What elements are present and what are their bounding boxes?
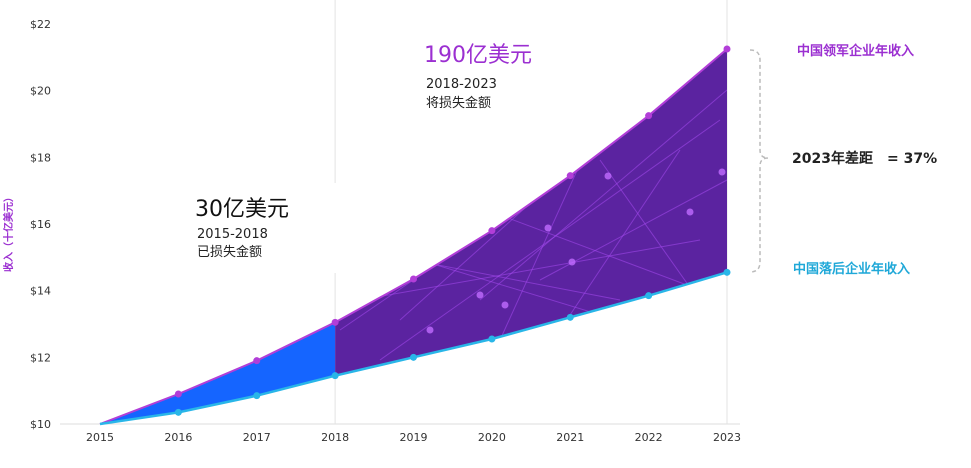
leader-point xyxy=(566,172,574,180)
x-tick-label: 2015 xyxy=(86,431,114,444)
texture-line xyxy=(559,149,681,331)
late-amount: 190亿美元 xyxy=(424,43,532,68)
gap-value: = 37% xyxy=(887,151,937,167)
texture-node xyxy=(544,224,552,232)
early-amount: 30亿美元 xyxy=(195,197,289,222)
y-tick-label: $10 xyxy=(30,418,51,431)
texture-node xyxy=(604,172,612,180)
late-period: 2018-2023 xyxy=(426,77,497,92)
texture-node xyxy=(426,326,434,334)
texture-line xyxy=(479,89,727,301)
leader-point xyxy=(488,227,496,235)
x-tick-label: 2018 xyxy=(321,431,349,444)
laggard-point xyxy=(331,372,339,380)
laggard-point xyxy=(410,353,417,361)
early-callout: 30亿美元 2015-2018 已损失金额 xyxy=(175,183,380,273)
laggard-point xyxy=(645,292,653,300)
laggard-point xyxy=(723,268,731,276)
late-callout: 190亿美元 2018-2023 将损失金额 xyxy=(404,30,610,132)
texture-node xyxy=(501,301,509,309)
leader-point xyxy=(723,45,731,53)
texture-node xyxy=(686,208,694,216)
y-tick-label: $16 xyxy=(30,218,51,231)
gap-bracket xyxy=(749,49,769,273)
leader-series-label: 中国领军企业年收入 xyxy=(797,43,914,59)
early-period: 2015-2018 xyxy=(197,227,268,242)
laggard-point xyxy=(253,392,261,400)
texture-node xyxy=(718,168,726,176)
early-gap-area xyxy=(100,322,336,424)
texture-line xyxy=(359,239,701,301)
early-callout-box xyxy=(175,183,380,273)
texture-node xyxy=(476,291,484,299)
x-tick-label: 2021 xyxy=(556,431,584,444)
texture-node xyxy=(568,258,576,266)
y-tick-label: $12 xyxy=(30,351,51,364)
leader-point xyxy=(253,357,261,365)
leader-point xyxy=(645,112,653,120)
leader-point xyxy=(331,318,339,326)
y-tick-label: $14 xyxy=(30,285,51,298)
late-callout-box xyxy=(404,30,610,132)
laggard-series-label: 中国落后企业年收入 xyxy=(793,261,910,277)
laggard-point xyxy=(566,313,574,321)
x-tick-label: 2019 xyxy=(400,431,428,444)
y-tick-label: $20 xyxy=(30,85,51,98)
leader-point xyxy=(410,275,417,283)
x-tick-label: 2023 xyxy=(713,431,741,444)
x-tick-label: 2022 xyxy=(635,431,663,444)
y-axis-label: 收入（十亿美元） xyxy=(2,192,15,272)
laggard-point xyxy=(488,335,496,343)
x-tick-label: 2020 xyxy=(478,431,506,444)
points-layer xyxy=(174,45,731,416)
y-tick-label: $22 xyxy=(30,18,51,31)
leader-point xyxy=(174,390,182,398)
late-desc: 将损失金额 xyxy=(426,95,491,111)
early-desc: 已损失金额 xyxy=(197,244,262,260)
x-tick-label: 2017 xyxy=(243,431,271,444)
y-tick-label: $18 xyxy=(30,151,51,164)
laggard-point xyxy=(174,408,182,416)
late-gap-area xyxy=(335,49,727,376)
gap-label: 2023年差距 xyxy=(792,150,873,167)
x-tick-label: 2016 xyxy=(164,431,192,444)
